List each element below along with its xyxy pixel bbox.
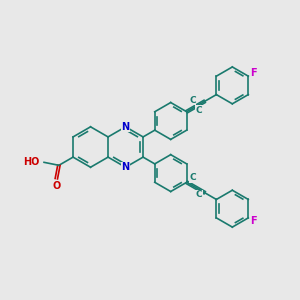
Text: C: C [195, 190, 202, 199]
Text: C: C [189, 96, 196, 105]
Text: C: C [195, 106, 202, 115]
Text: F: F [250, 68, 257, 78]
Text: N: N [122, 122, 130, 132]
Text: C: C [189, 173, 196, 182]
Text: HO: HO [23, 157, 40, 167]
Text: F: F [250, 216, 257, 226]
Text: O: O [52, 181, 60, 191]
Text: N: N [122, 162, 130, 172]
